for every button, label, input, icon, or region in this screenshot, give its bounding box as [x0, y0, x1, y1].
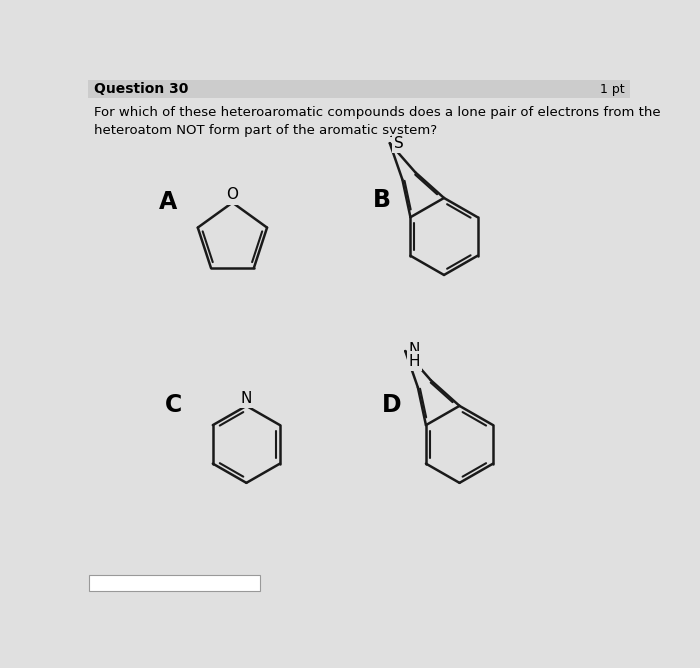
Text: For which of these heteroaromatic compounds does a lone pair of electrons from t: For which of these heteroaromatic compou…: [94, 106, 660, 138]
Text: N: N: [409, 342, 420, 357]
Text: H: H: [409, 353, 420, 369]
Text: A: A: [159, 190, 177, 214]
Text: B: B: [372, 188, 391, 212]
Text: 1 pt: 1 pt: [600, 83, 624, 96]
Text: S: S: [394, 136, 404, 151]
Text: Question 30: Question 30: [94, 82, 188, 96]
Text: D: D: [382, 393, 402, 417]
Bar: [89, 574, 260, 591]
Text: N: N: [241, 391, 252, 405]
Text: O: O: [226, 188, 239, 202]
Bar: [88, 80, 630, 98]
Text: C: C: [165, 393, 182, 417]
